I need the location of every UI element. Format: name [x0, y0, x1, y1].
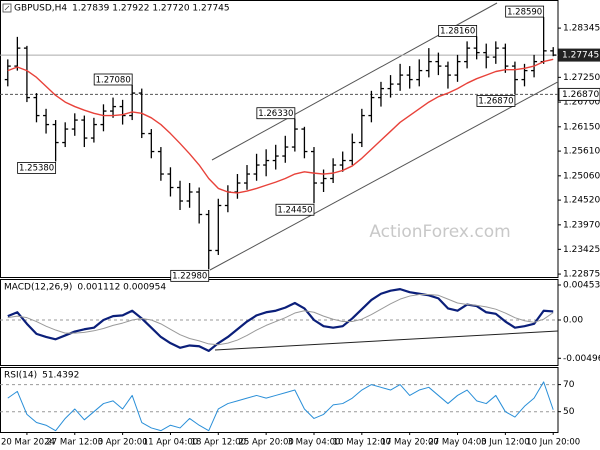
x-tick-label: 11 Apr 04:00	[143, 438, 198, 448]
price-box-label: 1.26870	[562, 90, 599, 100]
y-tick-label: 1.23970	[563, 220, 600, 230]
plot-layer: GBPUSD,H4 1.27839 1.27922 1.27720 1.27745…	[0, 4, 600, 448]
annotation-box	[275, 203, 315, 216]
x-tick-label: 3 Apr 20:00	[98, 438, 148, 448]
x-tick-label: 18 Apr 12:00	[191, 438, 246, 448]
y-tick-label: 1.22875	[563, 270, 600, 280]
y-tick-label: 1.24520	[563, 196, 600, 206]
price-box-label: 1.27745	[562, 51, 599, 61]
title-icon	[2, 3, 12, 13]
y-tick-label: 1.28345	[563, 24, 600, 34]
annotation-box	[17, 162, 57, 174]
price-box	[558, 87, 600, 101]
series-line	[7, 294, 554, 346]
panel-title: GBPUSD,H4	[14, 4, 67, 14]
panel-title: MACD(12,26,9)	[4, 283, 72, 293]
y-tick-label: 70	[563, 380, 575, 390]
annotation-box	[505, 5, 545, 18]
macd-trend-line	[214, 330, 558, 351]
panel-readout: 1.27839 1.27922 1.27720 1.27745	[72, 4, 229, 14]
y-tick-label: 1.27250	[563, 73, 600, 83]
annotation-label: 1.25380	[19, 164, 54, 174]
rsi-panel-frame	[0, 367, 559, 433]
x-tick-label: 20 Mar 2024	[1, 438, 55, 448]
annotation-label: 1.26330	[258, 109, 293, 119]
channel-lower	[209, 81, 558, 271]
x-tick-label: 27 Mar 12:00	[46, 438, 103, 448]
annotation-label: 1.28160	[440, 27, 475, 37]
y-tick-label: 50	[563, 407, 575, 417]
series-line	[7, 288, 554, 352]
panel	[0, 381, 558, 432]
annotation-label: 1.26870	[478, 97, 513, 107]
panel-readout: 51.4392	[42, 371, 79, 381]
panel	[0, 288, 558, 352]
x-tick-label: 3 May 04:00	[288, 438, 341, 448]
watermark: ActionForex.com	[369, 222, 510, 242]
y-tick-label: 1.23425	[563, 245, 600, 255]
y-tick-label: 1.26700	[563, 98, 600, 108]
x-tick-label: 10 May 12:00	[333, 438, 391, 448]
annotation-label: 1.27080	[96, 75, 131, 85]
annotation-box	[93, 73, 133, 86]
y-tick-label: -0.00496	[563, 354, 600, 364]
panel-readout: 0.001112 0.000954	[77, 283, 166, 293]
annotation-box	[476, 95, 516, 107]
annotation-box	[170, 269, 210, 282]
series-line	[7, 381, 554, 432]
x-tick-label: 10 Jun 20:00	[526, 438, 580, 448]
y-tick-label: 1.25610	[563, 147, 600, 157]
annotation-label: 1.24450	[277, 206, 312, 216]
y-tick-label: 0.00	[563, 315, 583, 325]
panel	[0, 17, 558, 270]
panel-title: RSI(14)	[4, 371, 37, 381]
series-line	[7, 58, 554, 194]
x-tick-label: 25 Apr 20:00	[238, 438, 293, 448]
x-tick-label: 27 May 04:00	[428, 438, 486, 448]
annotation-box	[438, 25, 478, 37]
price-panel-frame	[0, 0, 559, 278]
y-tick-label: 0.004533	[563, 280, 600, 290]
annotation-label: 1.28590	[507, 7, 542, 17]
x-tick-label: 3 Jun 12:00	[481, 438, 530, 448]
price-box	[558, 48, 600, 62]
macd-panel-frame	[0, 279, 559, 366]
y-tick-label: 1.25060	[563, 171, 600, 181]
y-tick-label: 1.26150	[563, 122, 600, 132]
x-tick-label: 17 May 20:00	[381, 438, 439, 448]
annotation-box	[256, 107, 296, 120]
annotation-label: 1.22980	[172, 272, 207, 282]
